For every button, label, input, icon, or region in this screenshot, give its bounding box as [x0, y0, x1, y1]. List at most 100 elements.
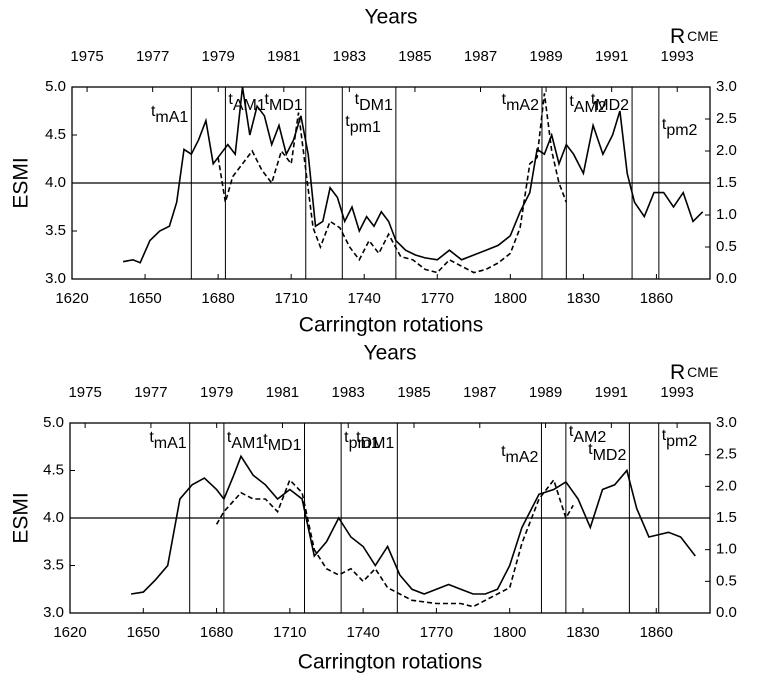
- x-tick-label: 1620: [55, 290, 88, 307]
- x2-tick-label: 1989: [529, 48, 562, 65]
- x-tick-label: 1740: [348, 290, 381, 307]
- event-label-sub: pm2: [666, 433, 697, 450]
- y-tick-label: 4.0: [45, 174, 66, 191]
- x-tick-label: 1680: [201, 290, 234, 307]
- x-tick-label: 1680: [200, 624, 233, 641]
- event-label: tAM2: [569, 423, 606, 446]
- x2-tick-label: 1975: [68, 384, 101, 401]
- series-line: [215, 478, 574, 608]
- event-label-t: t: [345, 113, 350, 130]
- event-label-t: t: [662, 427, 667, 444]
- x-tick-label: 1740: [346, 624, 379, 641]
- event-label-sub: AM2: [574, 99, 607, 116]
- x-tick-label: 1710: [273, 624, 306, 641]
- x-tick-label: 1620: [53, 624, 86, 641]
- y-tick-label: 5.0: [43, 414, 64, 431]
- event-label: tpm2: [662, 427, 698, 450]
- event-label: tmA1: [151, 103, 188, 126]
- y-tick-label: 3.0: [43, 604, 64, 621]
- y-tick-label: 3.5: [45, 222, 66, 239]
- x2-tick-label: 1993: [661, 48, 694, 65]
- event-label-sub: pm2: [666, 122, 697, 139]
- panel: Years Carrington rotations ESMI R CME 1620 165…: [10, 342, 737, 674]
- x2-tick-label: 1979: [200, 384, 233, 401]
- y-axis-label: ESMI: [10, 157, 33, 208]
- y2-axis-label-sub: CME: [687, 28, 718, 44]
- x-axis-label: Carrington rotations: [298, 651, 482, 674]
- y2-axis-label-main: R: [670, 25, 685, 48]
- x2-tick-label: 1975: [70, 48, 103, 65]
- y-tick-label: 3.5: [43, 556, 64, 573]
- y-tick-label: 3.0: [45, 270, 66, 287]
- event-label-t: t: [662, 116, 667, 133]
- y2-tick-label: 2.5: [716, 110, 737, 127]
- x-tick-label: 1830: [566, 624, 599, 641]
- x-tick-label: 1650: [127, 624, 160, 641]
- y2-tick-label: 2.0: [716, 142, 737, 159]
- x-tick-label: 1830: [567, 290, 600, 307]
- x2-tick-label: 1991: [595, 384, 628, 401]
- event-label-t: t: [355, 91, 360, 108]
- x2-tick-label: 1983: [332, 384, 365, 401]
- event-label: tmA1: [149, 429, 186, 452]
- x2-tick-label: 1985: [398, 48, 431, 65]
- x2-tick-label: 1977: [136, 48, 169, 65]
- y2-tick-label: 1.0: [716, 541, 737, 558]
- event-label: tDM1: [356, 429, 394, 452]
- x2-tick-label: 1983: [333, 48, 366, 65]
- event-label: tMD2: [588, 441, 626, 464]
- event-label: tpm1: [345, 113, 381, 136]
- event-label-t: t: [151, 103, 156, 120]
- y2-tick-label: 0.5: [716, 238, 737, 255]
- event-label: tDM1: [355, 91, 393, 114]
- event-label-t: t: [356, 429, 361, 446]
- y2-tick-label: 0.5: [716, 572, 737, 589]
- event-label-sub: DM1: [361, 435, 395, 452]
- x2-tick-label: 1979: [202, 48, 235, 65]
- x2-tick-label: 1993: [660, 384, 693, 401]
- chart-title: Years: [364, 342, 417, 365]
- event-label-sub: AM2: [573, 429, 606, 446]
- x-tick-label: 1650: [128, 290, 161, 307]
- x-tick-label: 1710: [274, 290, 307, 307]
- chart-title: Years: [365, 6, 418, 29]
- event-label-t: t: [588, 441, 593, 458]
- event-label: tpm2: [662, 116, 698, 139]
- x2-tick-label: 1985: [397, 384, 430, 401]
- series-line: [122, 86, 704, 264]
- event-label-sub: pm1: [350, 119, 381, 136]
- plot-frame: [71, 86, 711, 280]
- x2-tick-label: 1989: [529, 384, 562, 401]
- y2-tick-label: 1.0: [716, 206, 737, 223]
- event-label-t: t: [569, 423, 574, 440]
- x-axis-label: Carrington rotations: [299, 314, 483, 337]
- y-tick-label: 5.0: [45, 78, 66, 95]
- x-tick-label: 1770: [421, 290, 454, 307]
- event-label-sub: mA1: [155, 109, 188, 126]
- event-label-sub: AM1: [231, 435, 264, 452]
- event-label-t: t: [591, 91, 596, 108]
- event-label-t: t: [501, 443, 506, 460]
- event-label-sub: mA1: [154, 435, 187, 452]
- x2-tick-label: 1987: [464, 48, 497, 65]
- event-label: tpm1: [344, 429, 380, 452]
- event-label-sub: mA2: [506, 449, 539, 466]
- event-label-sub: pm1: [349, 435, 380, 452]
- event-label: tAM1: [227, 429, 264, 452]
- event-label-t: t: [265, 91, 270, 108]
- event-label-sub: MD1: [268, 437, 302, 454]
- event-label-t: t: [263, 431, 268, 448]
- series-line: [130, 454, 696, 595]
- x-tick-label: 1770: [420, 624, 453, 641]
- y-tick-label: 4.0: [43, 509, 64, 526]
- x-tick-label: 1860: [640, 290, 673, 307]
- event-label-sub: MD1: [269, 97, 303, 114]
- event-label-t: t: [228, 91, 233, 108]
- y-axis-label: ESMI: [10, 492, 33, 543]
- y2-axis-label-main: R: [670, 361, 685, 384]
- y2-axis-label: R CME: [670, 25, 718, 48]
- event-label: tmA2: [502, 91, 539, 114]
- event-label: tMD2: [591, 91, 629, 114]
